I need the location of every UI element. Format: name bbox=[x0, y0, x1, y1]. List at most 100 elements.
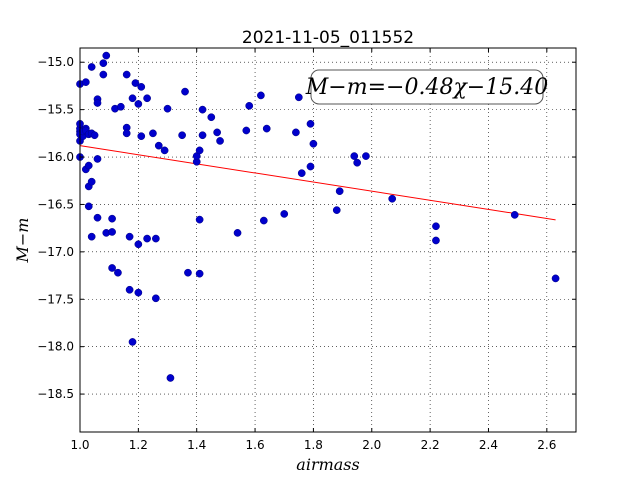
data-point bbox=[143, 94, 151, 103]
x-axis-label: airmass bbox=[296, 455, 359, 474]
data-point bbox=[353, 158, 362, 167]
data-point bbox=[84, 202, 93, 211]
data-point bbox=[198, 131, 207, 140]
y-axis-label: M−m bbox=[13, 218, 32, 264]
data-point bbox=[152, 234, 160, 243]
y-tick-label: −15.5 bbox=[37, 103, 74, 117]
data-point bbox=[257, 91, 265, 100]
data-point bbox=[137, 83, 146, 91]
data-point bbox=[233, 229, 242, 237]
data-point bbox=[93, 99, 102, 107]
data-points bbox=[76, 51, 560, 382]
data-point bbox=[166, 374, 175, 382]
data-point bbox=[125, 285, 134, 294]
data-point bbox=[259, 216, 268, 225]
data-point bbox=[137, 132, 146, 141]
data-point bbox=[108, 264, 116, 272]
axis-ticks: 1.0 1.2 1.4 1.6 1.8 2.0 2.2 2.4 2.6 −15.0 −15.5 −16… bbox=[37, 48, 576, 452]
data-point bbox=[125, 232, 134, 241]
data-point bbox=[87, 232, 96, 241]
y-tick-label: −17.0 bbox=[37, 245, 74, 259]
data-point bbox=[510, 211, 519, 219]
data-point bbox=[181, 87, 189, 96]
data-point bbox=[195, 215, 204, 224]
data-point bbox=[207, 113, 216, 122]
data-point bbox=[128, 94, 137, 103]
data-point bbox=[551, 274, 560, 283]
fit-line-group bbox=[79, 145, 556, 221]
data-point bbox=[216, 137, 224, 145]
data-point bbox=[143, 234, 151, 243]
x-tick-label: 1.0 bbox=[70, 438, 89, 452]
data-point bbox=[184, 268, 192, 277]
fit-equation: M−m=−0.48χ−15.40 bbox=[305, 75, 548, 100]
fit-line bbox=[79, 145, 556, 221]
data-point bbox=[134, 100, 143, 108]
data-point bbox=[87, 177, 96, 186]
data-point bbox=[84, 161, 93, 170]
x-tick-label: 2.0 bbox=[362, 438, 381, 452]
y-tick-label: −17.5 bbox=[37, 292, 74, 306]
data-point bbox=[122, 129, 131, 138]
data-point bbox=[245, 101, 254, 110]
data-point bbox=[87, 63, 96, 71]
data-point bbox=[280, 210, 289, 218]
data-point bbox=[309, 139, 318, 148]
data-point bbox=[198, 105, 207, 114]
data-point bbox=[195, 146, 204, 155]
data-point bbox=[262, 124, 271, 133]
data-point bbox=[114, 268, 122, 277]
data-point bbox=[195, 269, 204, 278]
x-tick-label: 1.6 bbox=[246, 438, 265, 452]
y-tick-label: −16.5 bbox=[37, 197, 74, 211]
data-point bbox=[297, 169, 306, 178]
data-point bbox=[332, 206, 341, 214]
data-point bbox=[292, 128, 300, 137]
data-point bbox=[108, 228, 116, 236]
data-point bbox=[102, 51, 111, 60]
x-tick-label: 2.6 bbox=[537, 438, 556, 452]
x-tick-label: 2.2 bbox=[421, 438, 440, 452]
plot-frame bbox=[79, 47, 577, 433]
data-point bbox=[99, 70, 108, 79]
data-point bbox=[128, 338, 137, 346]
data-point bbox=[294, 93, 303, 102]
data-point bbox=[242, 126, 251, 135]
y-tick-label: −18.0 bbox=[37, 340, 74, 354]
data-point bbox=[93, 213, 102, 222]
grid bbox=[80, 48, 576, 432]
data-point bbox=[81, 78, 90, 86]
data-point bbox=[163, 104, 172, 113]
data-point bbox=[160, 146, 169, 155]
y-tick-label: −18.5 bbox=[37, 387, 74, 401]
data-point bbox=[432, 222, 440, 231]
data-point bbox=[108, 214, 116, 223]
data-point bbox=[149, 129, 157, 138]
data-point bbox=[362, 152, 370, 160]
data-point bbox=[152, 294, 160, 303]
data-point bbox=[178, 131, 186, 140]
fit-annotation: M−m=−0.48χ−15.40 bbox=[305, 69, 548, 105]
data-point bbox=[90, 131, 99, 140]
data-point bbox=[93, 155, 102, 163]
data-point bbox=[131, 79, 140, 87]
chart-title: 2021-11-05_011552 bbox=[242, 28, 414, 48]
data-point bbox=[432, 236, 440, 245]
data-point bbox=[213, 128, 221, 137]
x-tick-label: 1.2 bbox=[129, 438, 148, 452]
data-point bbox=[134, 240, 143, 249]
data-point bbox=[306, 162, 315, 171]
x-tick-label: 1.8 bbox=[304, 438, 323, 452]
data-point bbox=[154, 141, 163, 150]
data-point bbox=[134, 288, 143, 297]
x-tick-label: 1.4 bbox=[187, 438, 206, 452]
data-point bbox=[350, 152, 359, 160]
y-tick-label: −15.0 bbox=[37, 55, 74, 69]
x-tick-label: 2.4 bbox=[479, 438, 498, 452]
data-point bbox=[122, 70, 131, 79]
data-point bbox=[99, 59, 108, 68]
y-tick-label: −16.0 bbox=[37, 150, 74, 164]
annotation-box bbox=[310, 69, 544, 105]
data-point bbox=[388, 194, 397, 203]
